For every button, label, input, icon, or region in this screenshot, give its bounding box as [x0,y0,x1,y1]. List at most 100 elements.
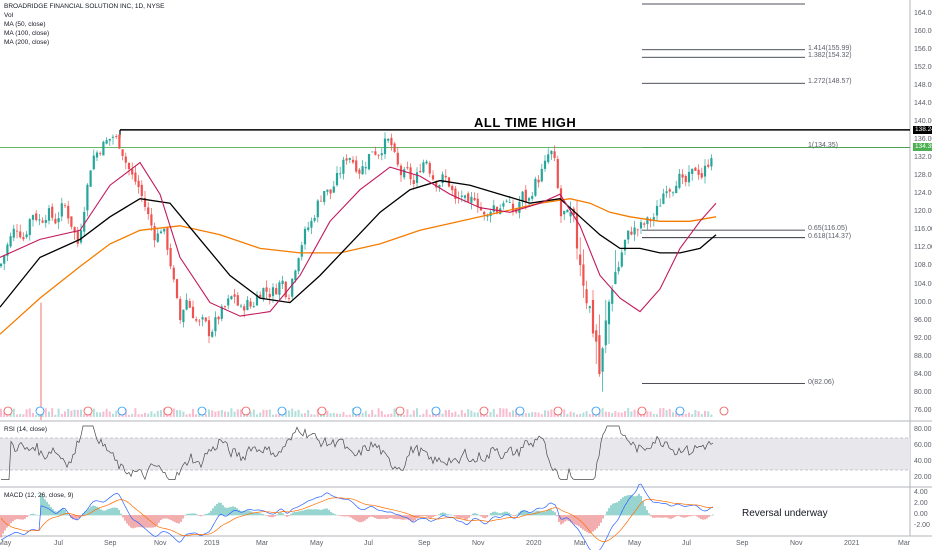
volume-bar [649,411,652,417]
volume-bar [572,412,575,417]
macd-histogram-bar [698,515,700,518]
macd-histogram-bar [524,510,526,516]
macd-histogram-bar [430,515,432,519]
macd-histogram-bar [516,514,518,516]
volume-bar [304,413,306,417]
macd-histogram-bar [176,515,178,524]
candle-body [620,252,623,267]
volume-bar [288,410,290,417]
volume-bar [220,410,223,417]
dividend-marker [675,406,685,416]
macd-histogram-bar [660,515,662,518]
volume-bar [412,410,415,417]
candle-body [454,188,457,199]
macd-histogram-bar [594,515,596,531]
macd-histogram-bar [320,509,322,516]
macd-histogram-bar [144,515,146,528]
volume-bar [316,408,319,417]
ma200-line [0,198,717,335]
volume-bar [582,412,585,417]
volume-bar [384,414,386,417]
macd-histogram-bar [360,515,362,523]
volume-bar [374,414,377,417]
candle-body [652,217,655,220]
volume-bar [518,414,521,417]
candle-body [479,207,483,211]
candle-body [287,298,291,299]
macd-histogram-bar [20,515,22,520]
volume-bar [425,409,428,417]
macd-histogram-bar [174,515,176,523]
macd-histogram-bar [110,508,112,516]
price-tick-label: 76.00 [914,406,932,414]
macd-histogram-bar [422,515,424,517]
volume-bar [403,414,406,417]
candle-body [611,289,614,304]
candle-body [601,348,604,372]
candle-body [483,211,486,215]
volume-bar [348,414,351,417]
macd-histogram-bar [226,507,228,516]
volume-bar [284,410,287,417]
macd-histogram-bar [602,515,604,519]
candle-body [227,298,230,306]
candle-body [627,230,630,240]
macd-histogram-bar [628,494,630,516]
macd-histogram-bar [92,505,94,516]
volume-bar [326,410,329,417]
fib-level-label: 1(134.35) [808,142,838,150]
vol-legend: Vol [4,12,14,19]
candle-body [95,152,99,158]
dividend-marker [35,406,45,416]
time-tick-label: 2020 [526,540,542,547]
macd-histogram-bar [364,515,366,521]
macd-histogram-bar [154,515,156,528]
volume-bar [310,414,313,417]
candle-body [54,218,57,224]
macd-histogram-bar [412,515,414,522]
candle-body [230,296,233,300]
fib-level-label: 0.65(116.05) [808,225,848,233]
time-tick-label: 2021 [844,540,860,547]
volume-bar [140,414,143,417]
volume-bar [448,409,450,417]
volume-bar [409,414,412,417]
macd-histogram-bar [212,508,214,516]
candle-body [377,154,380,156]
candle-body [367,154,371,170]
macd-histogram-bar [526,511,528,516]
volume-bar [579,413,582,417]
volume-bar [358,413,361,417]
candle-body [700,173,703,178]
volume-bar [265,409,268,417]
volume-bar [57,408,60,417]
macd-histogram-bar [36,514,38,516]
macd-histogram-bar [72,515,74,520]
volume-bar [364,410,367,417]
candle-body [415,172,419,183]
volume-bar [368,414,370,417]
candle-body [476,198,479,208]
candle-body [342,159,345,174]
volume-bar [211,410,214,417]
macd-histogram-bar [336,514,338,516]
volume-bar [60,413,63,417]
earnings-marker [83,406,93,416]
volume-bar [342,411,345,417]
macd-histogram-bar [454,515,456,517]
volume-bar [134,408,137,417]
volume-bar [320,414,322,417]
candle-body [111,136,115,138]
volume-bar [700,413,703,417]
candle-body [326,189,329,192]
volume-bar [563,409,566,417]
macd-histogram-bar [616,502,618,516]
volume-bar [406,409,409,417]
macd-histogram-bar [548,509,550,516]
macd-histogram-bar [48,504,50,516]
candle-body [179,299,182,321]
volume-bar [217,410,220,417]
macd-histogram-bar [298,511,300,516]
volume-bar [329,413,332,417]
